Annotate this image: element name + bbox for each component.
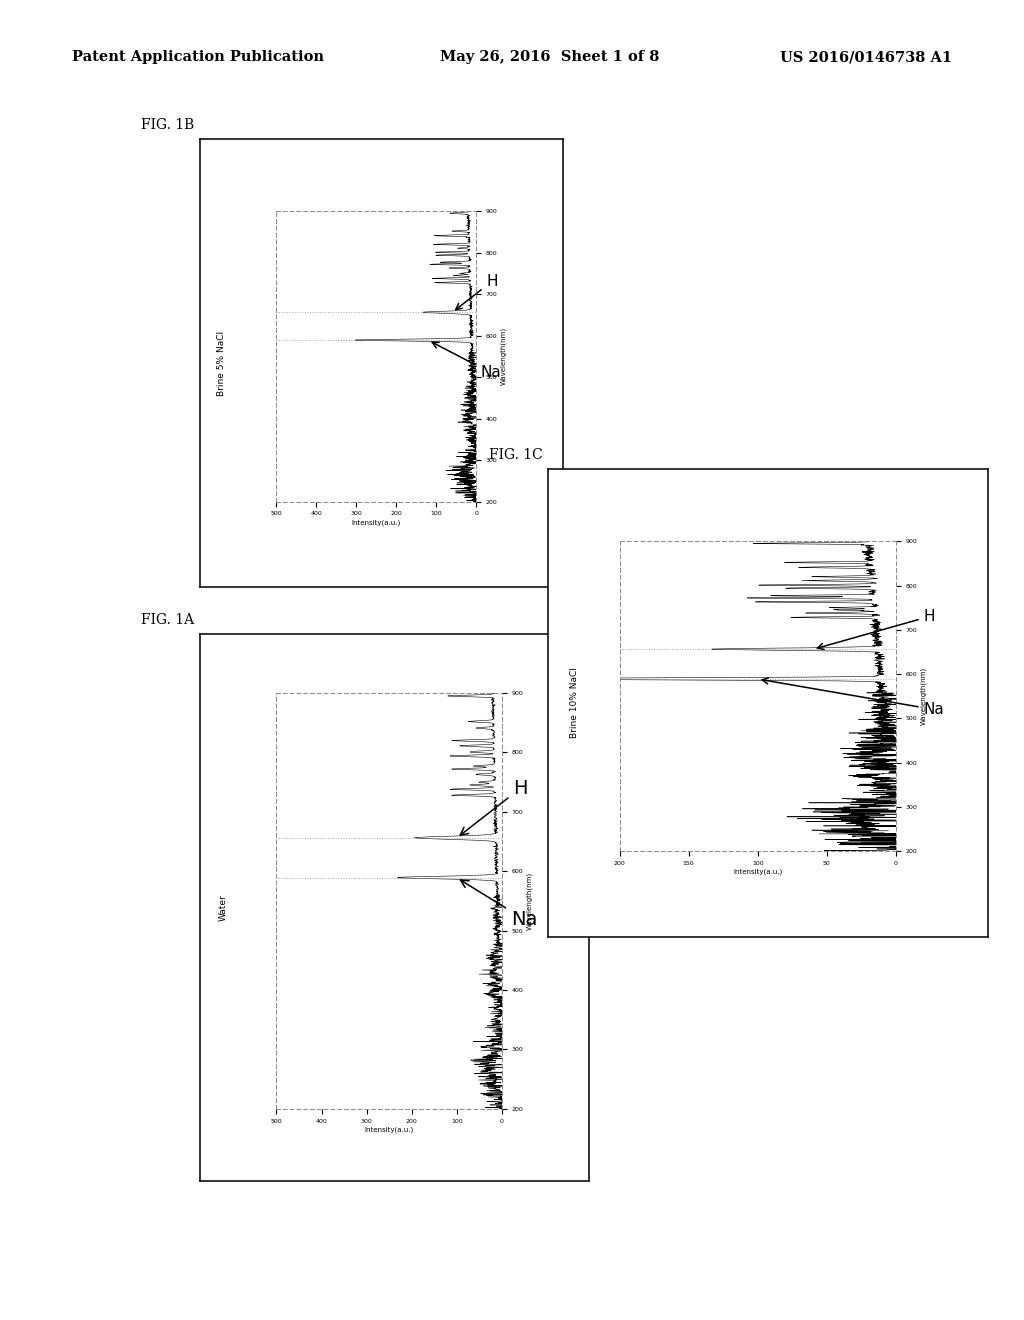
Text: May 26, 2016  Sheet 1 of 8: May 26, 2016 Sheet 1 of 8	[440, 50, 659, 65]
Text: H: H	[456, 273, 498, 310]
Text: H: H	[817, 609, 935, 649]
X-axis label: Intensity(a.u.): Intensity(a.u.)	[351, 519, 401, 525]
Y-axis label: Wavelength(nm): Wavelength(nm)	[501, 327, 507, 385]
X-axis label: Intensity(a.u.): Intensity(a.u.)	[365, 1126, 414, 1133]
Text: FIG. 1C: FIG. 1C	[489, 447, 543, 462]
Text: H: H	[460, 779, 527, 836]
Text: FIG. 1B: FIG. 1B	[141, 117, 195, 132]
Text: Brine 5% NaCl: Brine 5% NaCl	[217, 330, 226, 396]
Text: Na: Na	[432, 342, 501, 380]
Text: Patent Application Publication: Patent Application Publication	[72, 50, 324, 65]
Text: Na: Na	[461, 880, 538, 929]
X-axis label: Intensity(a.u.): Intensity(a.u.)	[733, 869, 782, 875]
Text: Na: Na	[762, 677, 944, 717]
Y-axis label: Wavelength(nm): Wavelength(nm)	[921, 667, 927, 726]
Text: FIG. 1A: FIG. 1A	[141, 612, 195, 627]
Text: US 2016/0146738 A1: US 2016/0146738 A1	[780, 50, 952, 65]
Y-axis label: Wavelength(nm): Wavelength(nm)	[526, 871, 532, 931]
Text: Brine 10% NaCl: Brine 10% NaCl	[569, 668, 579, 738]
Text: Water: Water	[218, 894, 227, 921]
